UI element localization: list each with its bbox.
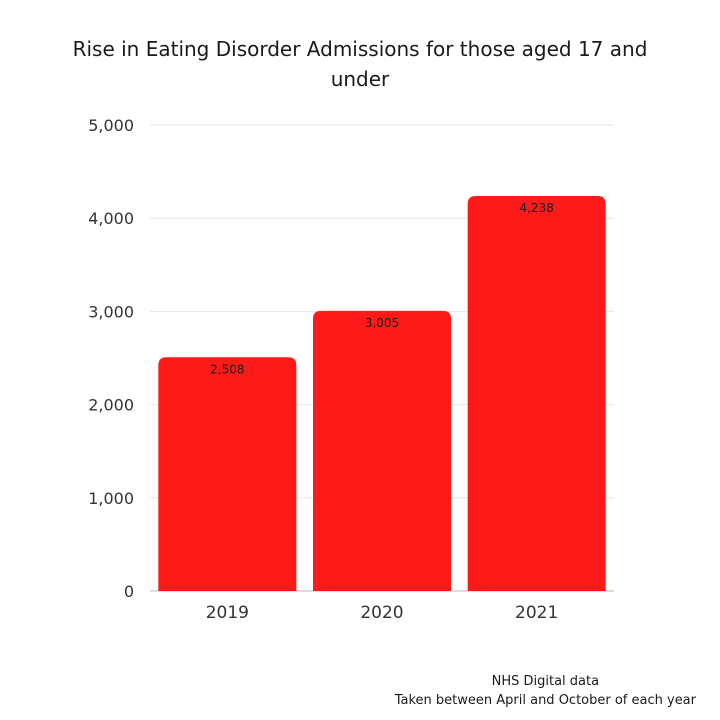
bar-2020 xyxy=(313,310,451,591)
source-note: NHS Digital data xyxy=(491,674,600,689)
data-label: 4,238 xyxy=(519,201,553,215)
data-label: 3,005 xyxy=(365,316,399,330)
y-tick-label: 4,000 xyxy=(88,209,134,228)
y-tick-label: 3,000 xyxy=(88,302,134,321)
chart-title: Rise in Eating Disorder Admissions for t… xyxy=(72,37,648,91)
y-tick-label: 2,000 xyxy=(88,396,134,415)
y-tick-label: 0 xyxy=(124,582,134,601)
y-tick-label: 1,000 xyxy=(88,489,134,508)
date-range-note: Taken between April and October of each … xyxy=(394,693,696,708)
data-label: 2,508 xyxy=(210,362,244,376)
x-tick-label: 2020 xyxy=(360,603,403,623)
x-tick-label: 2019 xyxy=(206,603,249,623)
bar-2021 xyxy=(467,196,606,591)
bar-2019 xyxy=(158,357,297,591)
x-tick-label: 2021 xyxy=(515,603,558,623)
y-tick-label: 5,000 xyxy=(88,116,134,135)
footnote: NHS Digital data Taken between April and… xyxy=(395,672,696,710)
